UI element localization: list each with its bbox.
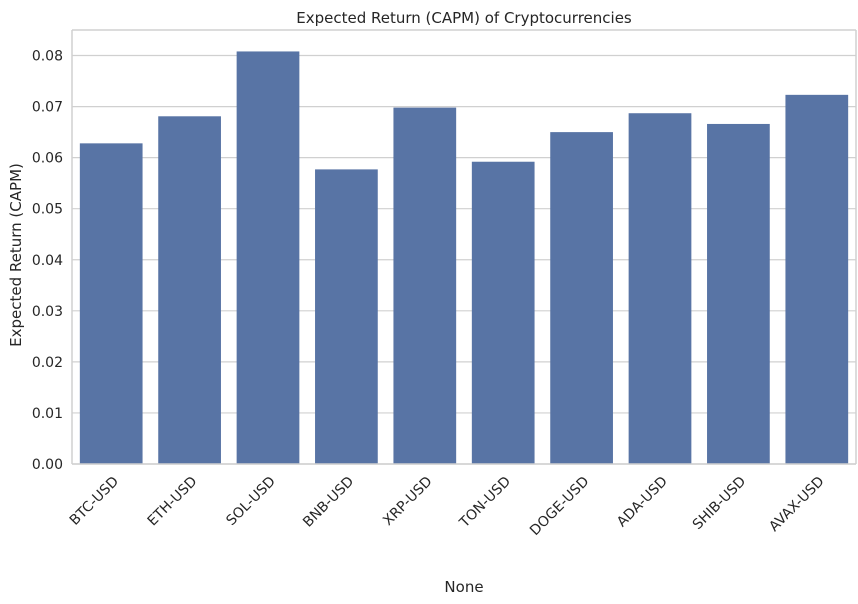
x-tick-label: ADA-USD [614,474,671,531]
x-tick-label: DOGE-USD [527,474,592,539]
bar-eth-usd [158,116,221,464]
y-tick-label: 0.03 [32,304,63,320]
bar-ada-usd [628,113,692,464]
bar-avax-usd [785,94,849,465]
axes [71,29,857,465]
x-tick-label: SHIB-USD [690,474,749,533]
y-tick-label: 0.02 [32,355,63,371]
bar-xrp-usd [393,107,457,465]
y-axis-title: Expected Return (CAPM) [7,163,25,347]
x-tick-labels: BTC-USD ETH-USD SOL-USD BNB-USD XRP-USD TON-U… [67,474,828,539]
y-tick-label: 0.04 [32,253,63,269]
y-tick-label: 0.08 [32,49,63,65]
y-tick-label: 0.00 [32,457,63,473]
bar-bnb-usd [315,169,378,464]
y-tick-label: 0.06 [32,151,63,167]
bar-shib-usd [707,123,770,464]
x-axis-title: None [444,578,483,596]
x-tick-label: TON-USD [456,474,514,532]
y-tick-label: 0.07 [32,100,63,116]
x-tick-label: ETH-USD [145,474,201,530]
bar-btc-usd [79,143,143,464]
bar-ton-usd [471,161,535,465]
bars [79,51,849,465]
x-tick-label: BTC-USD [67,474,122,529]
y-tick-label: 0.01 [32,406,63,422]
y-tick-labels: 0.00 0.01 0.02 0.03 0.04 0.05 0.06 0.07 0.08 [32,49,63,473]
x-tick-label: BNB-USD [300,474,357,531]
chart-title: Expected Return (CAPM) of Cryptocurrenci… [296,9,632,27]
bar-doge-usd [550,132,613,464]
y-tick-label: 0.05 [32,202,63,218]
bar-sol-usd [236,51,300,465]
x-tick-label: SOL-USD [223,474,278,529]
x-tick-label: AVAX-USD [766,474,827,535]
x-tick-label: XRP-USD [380,474,435,529]
